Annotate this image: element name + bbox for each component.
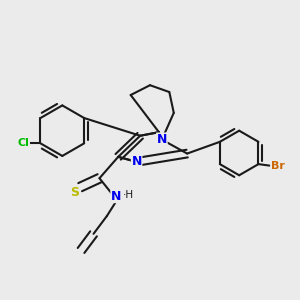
- Text: N: N: [131, 155, 142, 168]
- Text: N: N: [157, 133, 167, 146]
- Text: N: N: [111, 190, 121, 202]
- Text: Cl: Cl: [18, 138, 29, 148]
- Text: S: S: [70, 186, 79, 199]
- Text: ·H: ·H: [122, 190, 134, 200]
- Text: Br: Br: [271, 160, 285, 171]
